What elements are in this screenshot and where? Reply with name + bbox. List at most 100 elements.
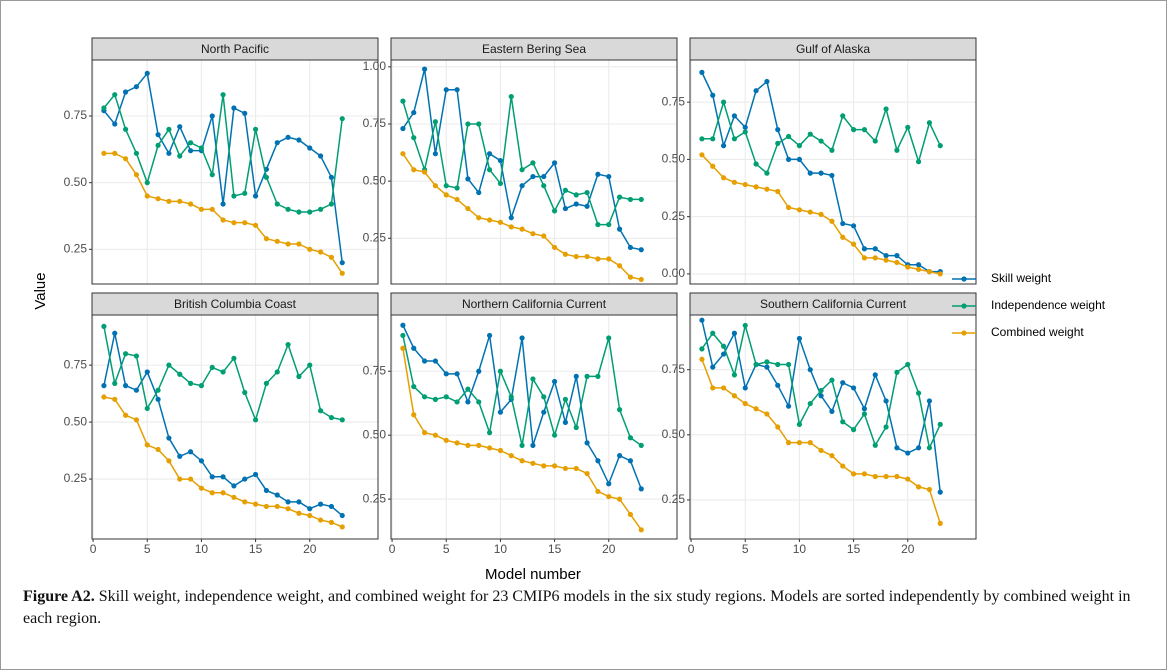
point [785, 403, 792, 409]
point [155, 142, 161, 148]
point [861, 246, 868, 252]
point [840, 234, 846, 240]
panel [391, 60, 677, 284]
point [328, 414, 335, 421]
point [454, 196, 460, 203]
point [307, 362, 313, 368]
point [328, 174, 335, 180]
point [829, 408, 835, 414]
point [497, 409, 504, 415]
legend-point [961, 276, 967, 282]
point [638, 276, 644, 283]
point [573, 253, 579, 260]
x-tick-label: 0 [389, 542, 396, 556]
point [432, 183, 439, 189]
point [530, 460, 536, 466]
point [317, 517, 324, 523]
point [606, 493, 612, 500]
point [486, 217, 493, 223]
point [432, 119, 439, 125]
point [497, 447, 504, 454]
point [187, 148, 194, 154]
point [562, 465, 569, 472]
point [573, 192, 579, 198]
y-tick-label: 0.75 [64, 108, 88, 122]
point [840, 463, 846, 469]
point [710, 136, 716, 142]
point [595, 373, 601, 379]
point [584, 440, 590, 446]
point [122, 126, 129, 132]
point [209, 113, 215, 119]
point [209, 206, 215, 212]
point [530, 442, 536, 449]
point [497, 157, 504, 164]
x-tick-label: 20 [602, 542, 616, 556]
point [177, 153, 183, 159]
point [627, 244, 634, 251]
point [595, 256, 601, 262]
point [144, 193, 150, 199]
point [894, 252, 900, 259]
point [476, 121, 482, 127]
panel [92, 315, 378, 539]
point [541, 183, 547, 189]
point [883, 398, 889, 404]
point [742, 124, 748, 130]
point [209, 172, 215, 178]
point [285, 506, 291, 512]
point [263, 236, 270, 242]
point [497, 368, 504, 374]
point [541, 463, 547, 469]
point [465, 205, 471, 212]
point [432, 396, 439, 402]
strip [390, 292, 678, 316]
point [263, 174, 270, 180]
point [720, 351, 727, 357]
point [220, 201, 226, 207]
point [742, 322, 748, 329]
point [796, 143, 803, 149]
point [818, 170, 824, 176]
point [519, 458, 525, 464]
point [187, 140, 194, 146]
point [101, 105, 107, 111]
point [699, 69, 705, 75]
point [328, 519, 335, 525]
point [476, 189, 482, 196]
point [122, 89, 129, 95]
point [616, 263, 623, 269]
point [122, 351, 129, 357]
point [339, 116, 345, 122]
point [850, 385, 857, 391]
point [465, 121, 471, 127]
point [551, 378, 558, 385]
point [840, 380, 846, 386]
point [807, 367, 813, 373]
point [699, 152, 705, 158]
point [112, 396, 118, 402]
point [220, 369, 226, 375]
point [177, 371, 183, 377]
point [274, 238, 280, 244]
point [829, 218, 835, 224]
legend-point [961, 303, 967, 309]
x-tick-label: 15 [847, 542, 861, 556]
point [432, 432, 439, 438]
y-tick-label: 0.00 [662, 266, 686, 280]
point [807, 440, 813, 446]
point [231, 193, 237, 199]
point [606, 256, 612, 262]
point [220, 474, 226, 480]
point [818, 138, 824, 144]
point [829, 377, 835, 383]
point [263, 380, 270, 386]
point [198, 485, 205, 491]
point [551, 208, 558, 214]
point [764, 186, 770, 192]
point [187, 201, 194, 207]
point [155, 387, 161, 393]
point [883, 106, 889, 112]
point [584, 203, 590, 209]
point [411, 345, 417, 351]
